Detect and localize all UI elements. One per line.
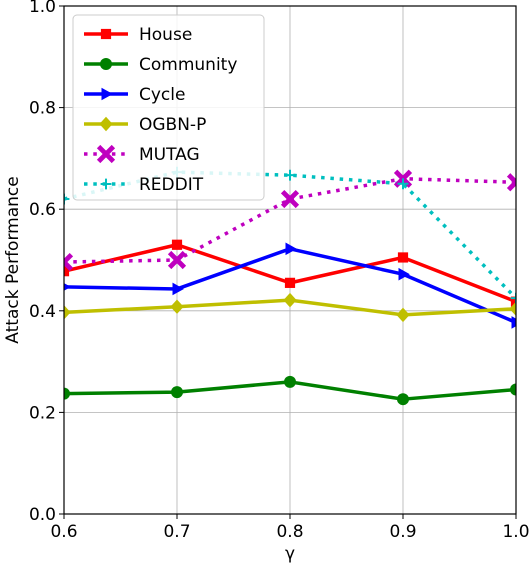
data-point-cycle [398, 267, 410, 281]
y-tick-label: 0.0 [29, 505, 56, 525]
data-point-house [64, 266, 70, 277]
legend-label: Cycle [139, 85, 185, 105]
data-point-cycle [511, 316, 516, 329]
legend-label: House [139, 25, 192, 45]
legend-marker [100, 178, 112, 190]
data-point-mutag [280, 189, 300, 209]
y-tick-label: 1.0 [29, 0, 56, 17]
data-point-mutag [64, 252, 74, 272]
x-tick-label: 0.6 [50, 522, 77, 542]
data-point-community [397, 393, 409, 406]
data-point-reddit [284, 169, 296, 181]
x-axis-label: γ [285, 544, 295, 564]
x-tick-label: 0.8 [276, 522, 303, 542]
data-point-community [510, 383, 516, 396]
legend-marker [96, 144, 116, 164]
marker-layer [64, 166, 516, 406]
data-point-ogbn-p [170, 299, 184, 314]
legend-label: Community [139, 55, 237, 75]
legend-marker [100, 58, 112, 70]
x-axis: 0.6 0.7 0.8 0.9 1.0 [50, 514, 530, 542]
data-point-community [284, 375, 296, 388]
data-point-community [64, 387, 70, 400]
data-point-house [510, 296, 516, 307]
data-point-house [397, 252, 409, 263]
legend: House Community Cycle OGBN-P MUTAG REDDIT [72, 14, 265, 201]
legend-label: OGBN-P [139, 115, 206, 135]
x-tick-label: 0.7 [163, 522, 190, 542]
legend-marker [99, 116, 113, 132]
data-point-community [171, 386, 183, 399]
x-tick-label: 1.0 [502, 522, 529, 542]
data-point-ogbn-p [509, 301, 516, 316]
data-point-house [171, 239, 183, 250]
data-point-ogbn-p [396, 307, 410, 323]
data-point-mutag [167, 250, 187, 270]
y-tick-label: 0.2 [29, 403, 56, 423]
data-point-cycle [172, 282, 184, 296]
legend-label: REDDIT [139, 175, 204, 195]
data-point-reddit [510, 292, 516, 304]
y-tick-label: 0.4 [29, 302, 56, 322]
y-tick-label: 0.8 [29, 99, 56, 119]
legend-marker [100, 28, 112, 40]
legend-box [72, 14, 265, 201]
data-point-ogbn-p [64, 305, 71, 320]
data-point-cycle [285, 242, 297, 256]
data-point-mutag [506, 173, 516, 192]
data-point-reddit [397, 178, 409, 190]
y-tick-label: 0.6 [29, 200, 56, 220]
data-point-house [284, 277, 296, 288]
series-line-mutag [64, 176, 516, 264]
y-axis: 0.0 0.2 0.4 0.6 0.8 1.0 [29, 0, 64, 525]
data-point-ogbn-p [283, 292, 297, 308]
legend-label: MUTAG [139, 145, 200, 165]
legend-marker [101, 87, 113, 101]
data-point-cycle [64, 283, 71, 291]
data-point-reddit [64, 193, 70, 205]
y-axis-label: Attack Performance [3, 176, 23, 343]
x-tick-label: 0.9 [389, 522, 416, 542]
